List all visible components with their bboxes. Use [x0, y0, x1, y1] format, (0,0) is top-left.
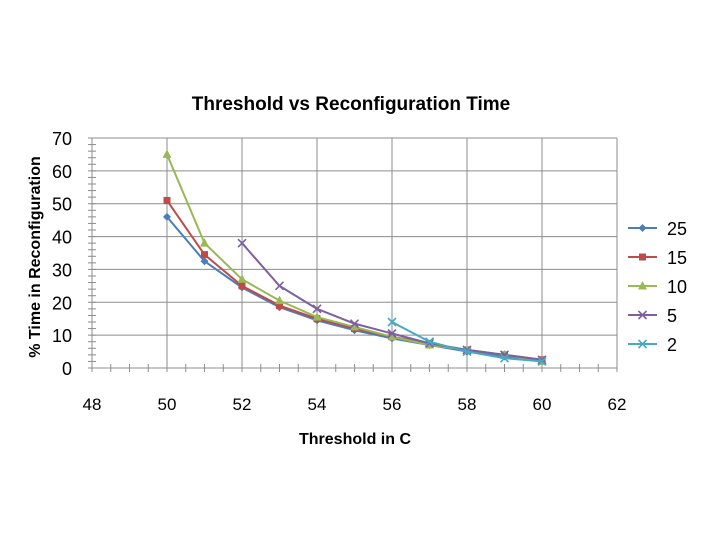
- x-tick-label: 56: [383, 395, 402, 414]
- grid-lines: [91, 137, 618, 368]
- x-tick-label: 58: [458, 395, 477, 414]
- data-point: [201, 251, 208, 259]
- data-point: [424, 337, 435, 347]
- y-tick-label: 0: [62, 359, 72, 379]
- data-point: [499, 353, 510, 363]
- y-tick-label: 50: [52, 195, 72, 215]
- data-point: [387, 328, 397, 339]
- x-axis-label: Threshold in C: [299, 431, 411, 448]
- axes: [88, 137, 618, 372]
- marker-stroke: [237, 238, 247, 248]
- y-axis-label: % Time in Reconfiguration: [27, 156, 44, 358]
- marker-stroke: [462, 347, 472, 357]
- y-tick-labels: 0 10 20 30 40 50 60 70: [52, 129, 72, 379]
- marker-stroke: [424, 338, 435, 348]
- legend-item-10: 10: [628, 277, 687, 297]
- marker-stroke: [387, 328, 397, 339]
- data-point: [200, 257, 209, 266]
- marker-stroke: [312, 304, 322, 314]
- marker-stroke: [537, 355, 547, 365]
- series-2: [387, 317, 547, 366]
- legend-label: 10: [667, 277, 687, 297]
- data-point: [163, 196, 171, 204]
- data-point: [276, 302, 283, 310]
- data-point: [237, 238, 247, 248]
- marker-stroke: [499, 353, 510, 363]
- data-point: [349, 319, 360, 329]
- series-15: [163, 196, 546, 364]
- data-point: [537, 356, 547, 366]
- legend-marker: [638, 224, 647, 232]
- marker-stroke: [274, 281, 285, 291]
- legend-item-15: 15: [628, 248, 687, 268]
- data-point: [238, 282, 246, 290]
- marker-stroke: [424, 337, 435, 347]
- legend-marker: [637, 310, 648, 320]
- legend-marker: [638, 281, 647, 290]
- legend-item-25: 25: [628, 219, 687, 239]
- series-5: [237, 238, 547, 365]
- series-25: [163, 212, 546, 366]
- legend-label: 15: [667, 248, 687, 268]
- y-tick-label: 30: [52, 260, 72, 280]
- marker-stroke: [462, 345, 472, 355]
- marker-stroke: [637, 310, 648, 320]
- data-point: [387, 317, 397, 327]
- data-point: [275, 295, 284, 305]
- marker-stroke: [537, 356, 547, 366]
- x-tick-label: 54: [308, 395, 327, 414]
- y-tick-label: 60: [52, 162, 72, 182]
- legend-label: 5: [667, 306, 677, 326]
- x-tick-label: 50: [158, 395, 177, 414]
- data-point: [350, 321, 359, 331]
- marker-stroke: [637, 339, 648, 349]
- series-line-25: [166, 216, 543, 363]
- data-point: [312, 312, 322, 321]
- data-point: [162, 149, 172, 158]
- marker-stroke: [349, 319, 360, 329]
- x-tick-label: 62: [608, 395, 627, 414]
- legend-marker: [639, 253, 646, 261]
- data-point: [163, 212, 171, 221]
- data-point: [237, 274, 247, 283]
- y-tick-label: 20: [52, 293, 72, 313]
- data-point: [462, 347, 472, 357]
- data-point: [387, 331, 397, 341]
- data-point: [312, 304, 322, 314]
- y-tick-label: 40: [52, 228, 72, 248]
- x-tick-labels: 48 50 52 54 56 58 60 62: [83, 395, 627, 414]
- data-point: [274, 281, 285, 291]
- legend-label: 2: [667, 335, 677, 355]
- series-layer: [162, 149, 547, 366]
- legend-item-5: 5: [628, 306, 677, 326]
- legend-marker: [637, 339, 648, 349]
- y-tick-label: 10: [52, 326, 72, 346]
- x-tick-label: 52: [233, 395, 252, 414]
- data-point: [200, 238, 209, 247]
- y-tick-label: 70: [52, 129, 72, 149]
- data-point: [537, 355, 547, 365]
- chart-title: Threshold vs Reconfiguration Time: [192, 94, 510, 115]
- legend: 25 15 10 5 2: [628, 219, 687, 355]
- x-tick-label: 60: [533, 395, 552, 414]
- legend-label: 25: [667, 219, 687, 239]
- series-line-15: [166, 199, 543, 361]
- x-tick-label: 48: [83, 395, 102, 414]
- legend-item-2: 2: [628, 335, 677, 355]
- marker-stroke: [387, 317, 397, 327]
